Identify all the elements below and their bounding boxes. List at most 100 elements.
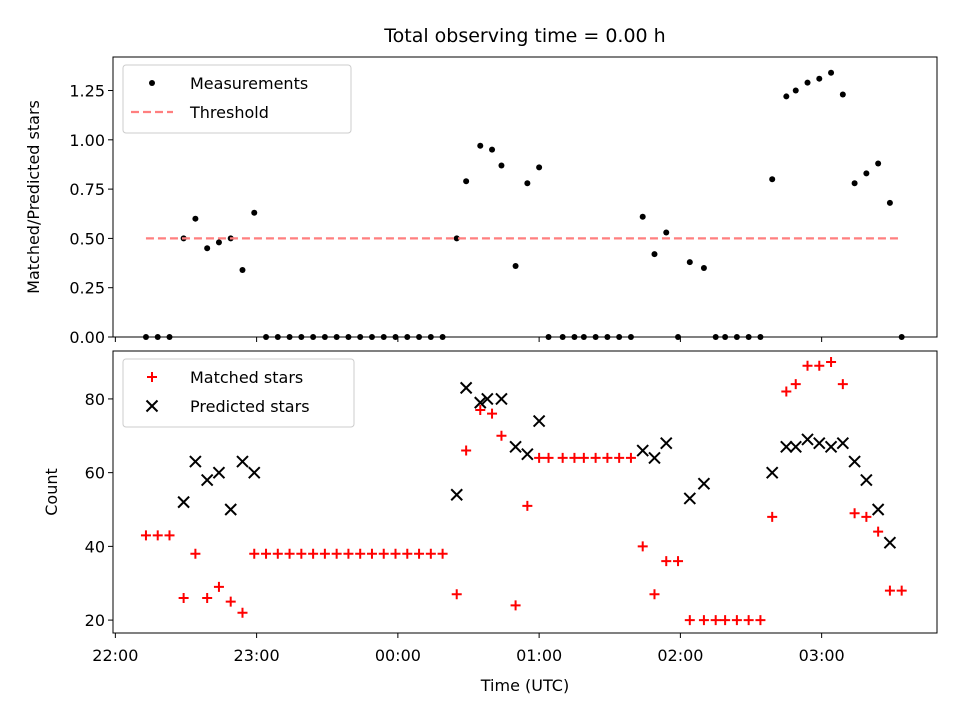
measurement-point — [863, 170, 870, 177]
measurement-point — [875, 160, 882, 167]
matched-star-point — [461, 445, 472, 456]
matched-star-point — [225, 596, 236, 607]
measurement-point — [828, 69, 835, 76]
legend-dot-marker — [149, 80, 155, 86]
legend-label: Predicted stars — [190, 397, 310, 416]
series-matched-stars — [140, 357, 907, 626]
matched-star-point — [625, 452, 636, 463]
matched-star-point — [261, 548, 272, 559]
matched-star-point — [661, 556, 672, 567]
legend-x-marker — [145, 399, 159, 413]
series-predicted-stars — [177, 381, 897, 549]
matched-star-point — [614, 452, 625, 463]
bottom-plot-content — [140, 357, 907, 626]
matched-star-point — [272, 548, 283, 559]
matched-star-point — [475, 404, 486, 415]
predicted-star-point — [813, 436, 826, 450]
matched-star-point — [578, 452, 589, 463]
predicted-star-point — [481, 392, 494, 406]
legend-box — [122, 358, 355, 428]
measurement-point — [498, 162, 505, 169]
matched-star-point — [402, 548, 413, 559]
bottom-legend: Matched stars Predicted stars — [122, 358, 355, 428]
predicted-star-point — [248, 466, 261, 479]
y-tick-label: 60 — [85, 464, 105, 483]
matched-star-point — [164, 530, 175, 541]
y-tick-label: 20 — [85, 611, 105, 630]
matched-star-point — [378, 548, 389, 559]
measurement-point — [192, 215, 199, 222]
matched-star-point — [602, 452, 613, 463]
top-panel: 0.00 0.25 0.50 0.75 1.00 1.25 Measurements Thre… — [69, 56, 938, 347]
matched-star-point — [873, 526, 884, 537]
matched-star-point — [534, 452, 545, 463]
matched-star-point — [781, 386, 792, 397]
predicted-star-point — [236, 455, 249, 468]
measurement-point — [769, 176, 776, 183]
predicted-star-point — [780, 440, 793, 454]
predicted-star-point — [532, 414, 546, 428]
matched-star-point — [451, 589, 462, 600]
legend-label: Measurements — [190, 74, 308, 93]
matched-star-point — [496, 430, 507, 441]
matched-star-point — [814, 360, 825, 371]
x-tick-label: 01:00 — [516, 646, 562, 665]
legend-label: Matched stars — [190, 368, 303, 387]
matched-star-point — [178, 592, 189, 603]
matched-star-point — [673, 556, 684, 567]
measurement-point — [536, 164, 543, 171]
matched-star-point — [684, 615, 695, 626]
matched-star-point — [414, 548, 425, 559]
matched-star-point — [557, 452, 568, 463]
measurement-point — [783, 93, 790, 100]
predicted-star-point — [212, 466, 226, 479]
y-tick-label: 0.25 — [69, 279, 105, 298]
x-axis-label: Time (UTC) — [480, 676, 569, 695]
predicted-star-point — [200, 473, 214, 487]
matched-star-point — [802, 360, 813, 371]
measurement-point — [463, 178, 470, 185]
predicted-star-point — [860, 473, 873, 487]
matched-star-point — [837, 379, 848, 390]
y-tick-label: 1.00 — [69, 131, 105, 150]
matched-star-point — [510, 600, 521, 611]
predicted-star-point — [683, 492, 697, 505]
x-tick-label: 22:00 — [92, 646, 138, 665]
y-tick-label: 0.00 — [69, 328, 105, 347]
matched-star-point — [731, 615, 742, 626]
measurement-point — [686, 259, 693, 266]
matched-star-point — [390, 548, 401, 559]
measurement-point — [816, 75, 823, 82]
chart-title: Total observing time = 0.00 h — [383, 25, 665, 47]
predicted-star-point — [697, 477, 711, 490]
matched-star-point — [884, 585, 895, 596]
measurement-point — [839, 91, 846, 98]
matched-star-point — [767, 511, 778, 522]
legend-label: Threshold — [189, 103, 269, 122]
matched-star-point — [637, 541, 648, 552]
predicted-star-point — [521, 448, 534, 461]
bottom-y-axis-label: Count — [42, 468, 61, 516]
matched-star-point — [331, 548, 342, 559]
predicted-star-point — [474, 396, 487, 409]
measurement-point — [700, 264, 707, 271]
predicted-star-point — [871, 503, 885, 516]
matched-star-point — [319, 548, 330, 559]
matched-star-point — [522, 500, 533, 511]
measurement-point — [204, 245, 211, 252]
matched-star-point — [202, 592, 213, 603]
matched-star-point — [296, 548, 307, 559]
predicted-star-point — [765, 466, 779, 479]
top-legend: Measurements Threshold — [122, 64, 352, 134]
matched-star-point — [896, 585, 907, 596]
predicted-star-point — [883, 536, 897, 549]
predicted-star-point — [801, 433, 814, 446]
matched-star-point — [743, 615, 754, 626]
matched-star-point — [190, 548, 201, 559]
matched-star-point — [249, 548, 260, 559]
measurement-point — [453, 235, 460, 242]
matched-star-point — [861, 511, 872, 522]
matched-star-point — [543, 452, 554, 463]
x-tick-label: 02:00 — [657, 646, 703, 665]
